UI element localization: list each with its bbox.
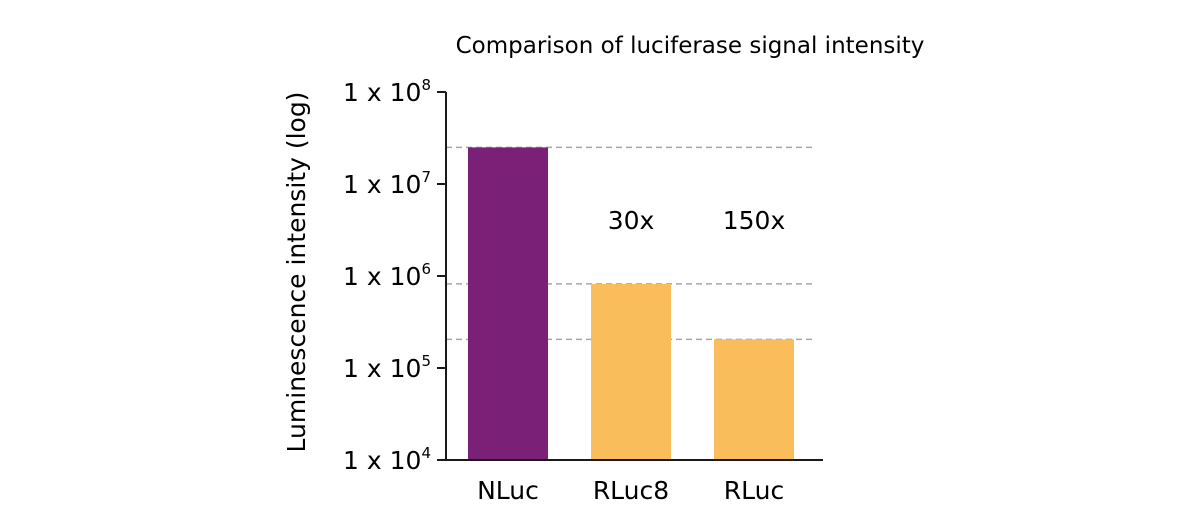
bars bbox=[468, 147, 794, 460]
category-label: RLuc8 bbox=[593, 476, 669, 505]
y-tick-label: 1 x 108 bbox=[343, 76, 431, 107]
y-tick-label: 1 x 104 bbox=[343, 444, 431, 475]
y-ticks: 1 x 104 1 x 105 1 x 106 1 x 107 1 x 108 bbox=[343, 76, 446, 475]
y-tick-label: 1 x 106 bbox=[343, 260, 431, 291]
bar-rluc8 bbox=[591, 283, 671, 460]
category-label: RLuc bbox=[724, 476, 784, 505]
annotation-label: 150x bbox=[723, 206, 786, 235]
chart-title: Comparison of luciferase signal intensit… bbox=[456, 33, 925, 59]
bar-nluc bbox=[468, 147, 548, 460]
bar-rluc bbox=[714, 339, 794, 460]
y-tick-label: 1 x 107 bbox=[343, 168, 431, 199]
annotations: 30x 150x bbox=[608, 206, 786, 235]
y-tick-label: 1 x 105 bbox=[343, 352, 431, 383]
annotation-label: 30x bbox=[608, 206, 655, 235]
y-axis-label: Luminescence intensity (log) bbox=[282, 92, 311, 453]
category-label: NLuc bbox=[477, 476, 539, 505]
category-labels: NLuc RLuc8 RLuc bbox=[477, 476, 784, 505]
